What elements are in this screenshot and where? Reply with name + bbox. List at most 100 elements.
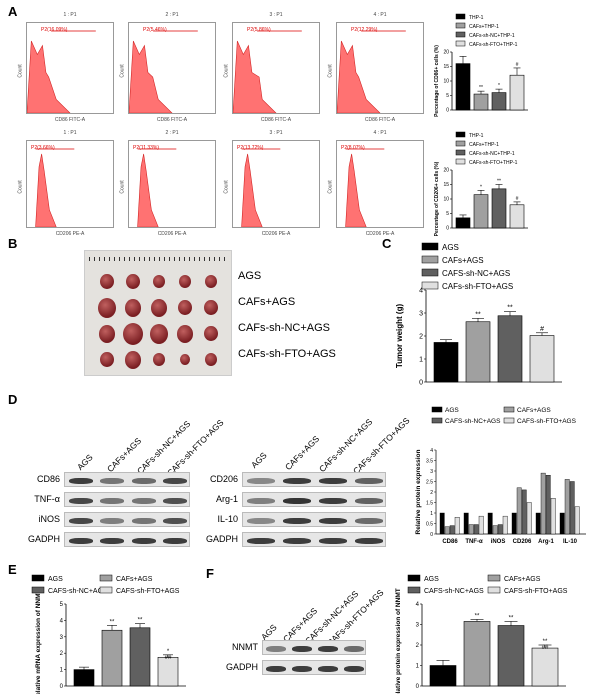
blot-band [100,497,125,504]
y-axis-label: Tumor weight (g) [395,304,404,369]
y-tick-label: 10 [443,79,449,85]
flow-ylabel: Count [223,64,230,78]
flow-histogram: 3 : P1 P2(13.72%) Count CD206 PE-A [224,130,320,237]
chart-f-protein-nnmt: 0 1 2 3 4 Relative protein expression of NNMT… [395,574,568,694]
y-tick-label: 5 [446,93,449,99]
legend-swatch [421,255,439,264]
legend-label: CAFS-sh-NC+AGS [445,418,501,425]
flow-title: 2 : P1 [165,12,179,18]
bar [473,524,479,535]
flow-histogram: 3 : P1 P2(5.86%) Count CD86 FITC-A [224,12,320,123]
y-tick-label: 2.5 [426,480,433,486]
blot-band [319,477,347,484]
legend-swatch [455,40,466,47]
bar [491,92,507,111]
lane-label: AGS [248,450,269,470]
blot-label: iNOS [38,514,60,524]
flow-ylabel: Count [223,180,230,194]
y-tick-label: 0 [446,108,449,114]
legend-label: CAFS-sh-FTO+AGS [517,418,577,425]
blot-band [163,497,188,504]
legend-swatch [431,406,443,413]
bar [516,487,522,535]
tumor-label-sh-nc: CAFs-sh-NC+AGS [238,322,330,334]
blot-band [131,497,156,504]
flow-title: 3 : P1 [269,12,283,18]
blot-band [100,477,125,484]
blot-band [319,517,347,524]
tumor [99,325,115,343]
tumor-photo [84,250,232,376]
blot-band [319,537,347,544]
legend-label: CAFs+THP-1 [469,142,499,148]
tumor-label-sh-fto: CAFs-sh-FTO+AGS [238,348,336,360]
legend-label: THP-1 [469,15,484,21]
bar [455,63,471,111]
bar [492,525,498,535]
y-tick-label: 2 [60,651,64,657]
histogram-plot [35,148,75,227]
ruler [89,257,227,261]
tumor [204,326,218,342]
blot-band [355,517,383,524]
blot-band [247,537,275,544]
bar [521,489,527,535]
legend-swatch [31,574,45,582]
panel-label-f: F [206,566,214,581]
tumor [178,300,192,316]
histogram-plot [241,148,281,227]
blot-band [131,517,156,524]
blot-strip [242,472,386,487]
tumor [205,275,217,289]
y-tick-label: 0.5 [426,522,433,528]
blot-strip [64,472,190,487]
bar [473,93,489,111]
tumor [150,324,168,344]
flow-ylabel: Count [17,180,24,194]
legend-label: CAFs+AGS [442,256,484,265]
significance-mark: ** [497,179,501,185]
tumor [123,323,143,345]
legend-label: CAFs-sh-NC+THP-1 [469,151,515,157]
legend-label: CAFS-sh-FTO+AGS [504,588,568,595]
lane-label: CAFs-sh-NC+AGS [134,418,193,476]
tumor-label-ags: AGS [238,270,262,282]
bar [129,627,151,687]
significance-mark: ** [479,85,483,91]
tumor [126,274,140,290]
y-tick-label: 2 [419,333,423,340]
flow-xlabel: CD86 FITC-A [54,117,86,123]
blot-strip [242,512,386,527]
blot-band [318,665,338,672]
legend-swatch [455,13,466,20]
legend-label: CAFs-sh-NC+THP-1 [469,33,515,39]
blot-band [355,537,383,544]
bar [559,512,565,535]
legend-swatch [503,417,515,424]
y-tick-label: 4 [419,287,423,294]
flow-xlabel: CD206 PE-A [157,231,187,237]
legend-swatch [421,268,439,277]
y-tick-label: 2 [430,490,433,496]
bar [455,217,471,229]
legend-swatch [421,281,439,290]
tumor [177,325,193,343]
bar [491,188,507,229]
bar [433,342,459,383]
lane-label: CAFs-sh-FTO+AGS [164,417,226,478]
flow-ylabel: Count [119,64,126,78]
legend-label: CAFS-sh-FTO+AGS [116,588,180,595]
y-tick-label: 1 [419,356,423,363]
flow-title: 2 : P1 [165,130,179,136]
legend-swatch [487,586,501,594]
blot-band [68,477,93,484]
blot-label: TNF-α [34,494,60,504]
legend-swatch [455,158,466,165]
legend-label: AGS [445,407,459,414]
legend-swatch [455,31,466,38]
legend-swatch [99,586,113,594]
significance-mark: # [540,326,544,333]
blot-label: GADPH [225,662,258,672]
blot-strip [64,532,190,547]
legend-label: CAFs+THP-1 [469,24,499,30]
